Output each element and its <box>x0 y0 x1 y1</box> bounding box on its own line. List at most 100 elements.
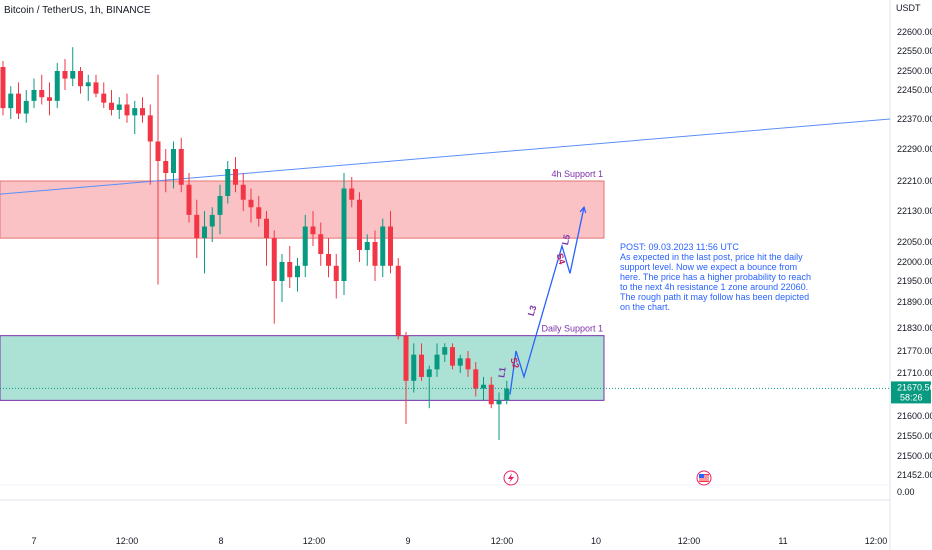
time-tick-label: 11 <box>778 536 787 546</box>
candle-body <box>70 71 76 79</box>
us-flag-event-icon[interactable] <box>696 470 712 486</box>
candle-body <box>217 196 223 215</box>
candle <box>163 149 169 193</box>
post-annotation[interactable]: POST: 09.03.2023 11:56 UTC As expected i… <box>620 242 811 312</box>
candle-body <box>488 384 494 405</box>
candle-body <box>0 67 6 109</box>
price-tick-label: 22210.00 <box>897 176 932 186</box>
candle-body <box>380 226 386 266</box>
candle <box>178 137 184 193</box>
candle <box>171 141 176 189</box>
price-tick-label: 22600.00 <box>897 27 932 37</box>
candle <box>62 59 68 90</box>
candle-body <box>140 108 145 116</box>
candle <box>310 211 316 246</box>
price-tick-label: 21770.00 <box>897 346 932 356</box>
time-tick-label: 8 <box>218 536 223 546</box>
candle <box>109 90 114 116</box>
candle-body <box>504 388 510 401</box>
candle <box>411 343 417 393</box>
candle-body <box>442 347 448 355</box>
time-tick-label: 10 <box>591 536 601 546</box>
candle <box>8 86 14 119</box>
candle-body <box>248 199 254 208</box>
candle-body <box>47 97 52 101</box>
time-tick-label: 12:00 <box>678 536 701 546</box>
candle-body <box>39 90 45 98</box>
support-zone <box>0 335 605 401</box>
trendline <box>0 118 891 195</box>
candle-body <box>147 115 153 142</box>
candle <box>116 97 122 119</box>
note-line: to the next 4h resistance 1 zone around … <box>620 282 808 292</box>
candle-body <box>357 199 362 250</box>
candle-body <box>85 82 91 87</box>
candle-body <box>318 234 324 254</box>
candle-body <box>496 400 502 405</box>
candle <box>434 343 440 377</box>
note-line: support level. Now we expect a bounce fr… <box>620 262 797 272</box>
price-tick-label: 21710.00 <box>897 368 932 378</box>
candle-body <box>310 226 316 235</box>
price-tick-label: 21950.00 <box>897 276 932 286</box>
zone-label-4h-support: 4h Support 1 <box>551 169 603 179</box>
candle <box>450 343 455 370</box>
candle <box>31 78 37 109</box>
candle <box>16 82 21 119</box>
price-tick-label: 21890.00 <box>897 297 932 307</box>
note-line: here. The price has a higher probability… <box>620 272 811 282</box>
candle-body <box>434 354 440 370</box>
candle <box>349 177 355 208</box>
candle <box>70 47 76 87</box>
time-tick-label: 9 <box>405 536 410 546</box>
candle-body <box>116 104 122 110</box>
note-line: The rough path it may follow has been de… <box>620 292 809 302</box>
candle-body <box>194 214 200 239</box>
note-line: on the chart. <box>620 302 670 312</box>
candle <box>457 354 463 373</box>
candle <box>364 234 370 266</box>
candle-body <box>163 161 169 173</box>
candle <box>147 104 153 185</box>
candle <box>54 63 60 109</box>
candle <box>39 74 45 105</box>
candle-body <box>78 71 83 87</box>
candle <box>302 214 308 278</box>
candle <box>132 100 138 134</box>
candle <box>341 173 347 295</box>
candle <box>473 362 479 397</box>
candle-body <box>287 262 293 278</box>
candle-body <box>233 169 238 185</box>
time-axis[interactable]: 7 12:00 8 12:00 9 12:00 10 12:00 11 12:00 <box>31 536 887 546</box>
candle-body <box>302 226 308 266</box>
candle-body <box>178 149 184 185</box>
projection-arrowhead <box>579 205 587 214</box>
candle-body <box>426 369 432 377</box>
candle <box>271 230 277 324</box>
wave-label: L3 <box>526 304 539 317</box>
candle-body <box>419 354 424 377</box>
candle <box>140 97 145 123</box>
candle-body <box>240 184 246 200</box>
candle-body <box>31 90 37 101</box>
candle <box>333 254 339 299</box>
candle-body <box>62 71 68 79</box>
price-axis[interactable]: 22600.00 22550.00 22500.00 22450.00 22370.00… <box>897 27 932 497</box>
time-tick-label: 12:00 <box>491 536 514 546</box>
price-tick-label: 22130.00 <box>897 206 932 216</box>
currency-label: USDT <box>896 3 921 13</box>
candle <box>504 380 510 405</box>
candle-body <box>171 149 176 173</box>
candle <box>93 74 99 98</box>
candle-body <box>256 207 262 219</box>
candle-body <box>333 265 339 281</box>
candle <box>426 365 432 409</box>
candle <box>403 331 409 424</box>
candle <box>202 211 207 274</box>
candle <box>372 230 378 281</box>
support-zone <box>0 180 605 239</box>
candle <box>442 343 448 362</box>
lightning-event-icon[interactable] <box>503 470 519 486</box>
